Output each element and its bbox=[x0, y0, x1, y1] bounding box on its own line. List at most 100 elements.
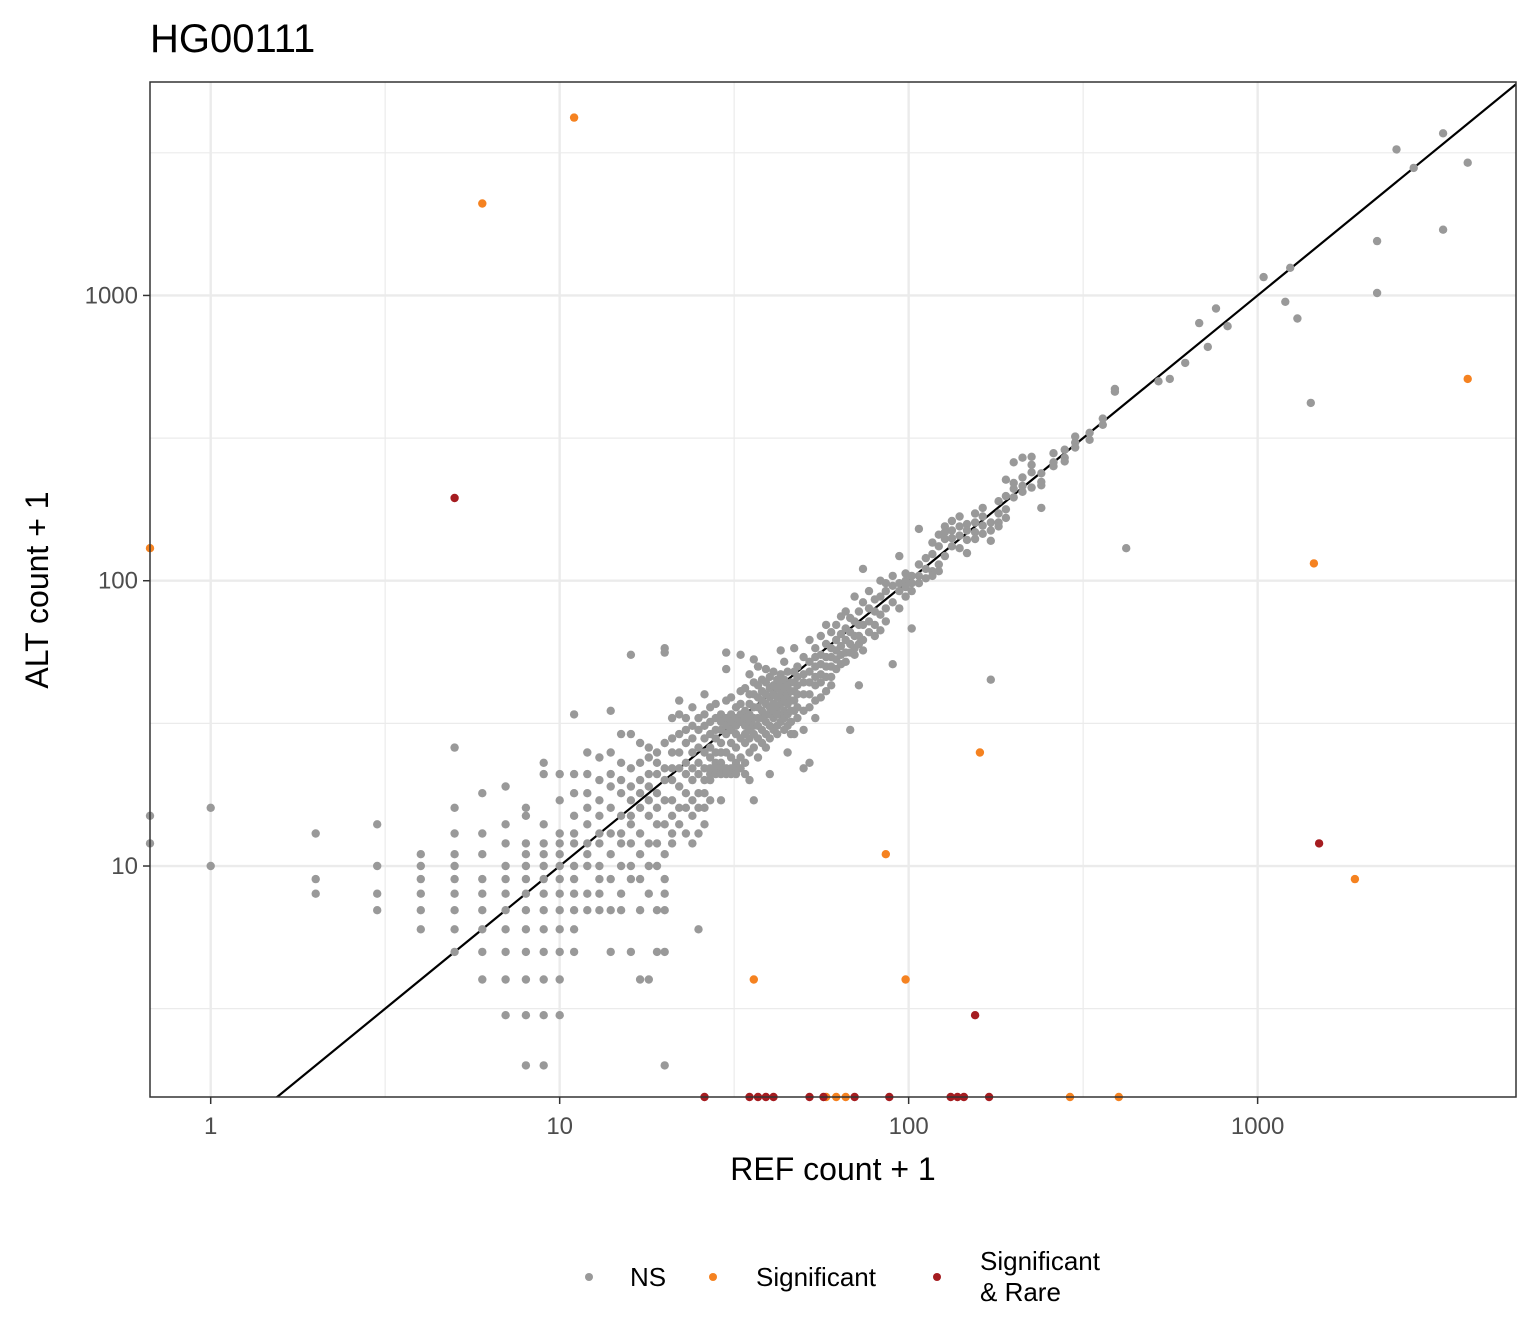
point-ns bbox=[805, 635, 814, 645]
point-ns bbox=[501, 874, 510, 884]
point-ns bbox=[934, 542, 943, 551]
point-ns bbox=[667, 829, 677, 838]
point-ns bbox=[626, 820, 636, 829]
point-ns bbox=[1098, 414, 1108, 423]
point-ns bbox=[832, 620, 841, 630]
point-ns bbox=[555, 889, 564, 898]
point-ns bbox=[940, 522, 950, 531]
point-ns bbox=[652, 906, 662, 915]
point-significant bbox=[881, 850, 890, 859]
point-ns bbox=[626, 861, 636, 871]
legend-key-significant-rare bbox=[933, 1273, 941, 1281]
point-ns bbox=[921, 553, 930, 563]
point-ns bbox=[501, 925, 510, 934]
plot-border bbox=[149, 81, 1517, 1098]
point-ns bbox=[478, 874, 487, 884]
point-ns bbox=[841, 657, 850, 666]
point-ns bbox=[827, 681, 836, 690]
point-ns bbox=[478, 925, 487, 934]
point-ns bbox=[1060, 445, 1069, 454]
point-ns bbox=[1027, 452, 1036, 461]
point-ns bbox=[539, 906, 548, 915]
point-ns bbox=[761, 743, 771, 752]
point-ns bbox=[700, 710, 709, 719]
point-ns bbox=[1037, 481, 1046, 490]
point-ns bbox=[521, 889, 531, 898]
point-ns bbox=[962, 519, 972, 529]
point-ns bbox=[978, 529, 987, 538]
point-ns bbox=[667, 796, 677, 805]
point-ns bbox=[681, 738, 691, 748]
point-ns bbox=[626, 729, 636, 739]
point-ns bbox=[700, 820, 709, 829]
point-ns bbox=[1438, 225, 1448, 234]
point-ns bbox=[626, 796, 636, 805]
point-ns bbox=[940, 534, 950, 544]
point-ns bbox=[644, 861, 653, 871]
plot-area bbox=[145, 81, 1517, 1102]
point-ns bbox=[501, 782, 510, 791]
point-ns bbox=[907, 624, 916, 633]
point-ns bbox=[827, 672, 836, 682]
point-ns bbox=[675, 748, 684, 757]
point-ns bbox=[940, 551, 950, 561]
point-ns bbox=[970, 534, 980, 544]
point-ns bbox=[569, 769, 579, 779]
point-ns bbox=[1009, 484, 1018, 493]
point-ns bbox=[373, 861, 382, 871]
point-ns bbox=[1223, 322, 1232, 331]
point-ns bbox=[583, 850, 592, 859]
point-ns bbox=[595, 839, 604, 848]
point-ns bbox=[635, 975, 645, 984]
point-ns bbox=[555, 839, 564, 848]
point-ns bbox=[736, 650, 745, 659]
point-ns bbox=[799, 690, 808, 699]
point-ns bbox=[783, 748, 792, 757]
point-ns bbox=[626, 782, 636, 791]
point-ns bbox=[688, 748, 697, 757]
x-axis-title: REF count + 1 bbox=[730, 1151, 935, 1187]
point-ns bbox=[539, 1011, 548, 1020]
point-ns bbox=[616, 829, 626, 838]
point-ns bbox=[694, 758, 703, 767]
point-ns bbox=[521, 906, 531, 915]
point-ns bbox=[1372, 288, 1382, 298]
y-tick-label: 10 bbox=[111, 853, 138, 880]
point-ns bbox=[688, 839, 697, 848]
point-ns bbox=[947, 516, 957, 526]
point-ns bbox=[595, 874, 604, 884]
point-ns bbox=[606, 947, 615, 957]
point-ns bbox=[616, 729, 626, 739]
point-ns bbox=[539, 839, 548, 848]
point-ns bbox=[501, 975, 510, 984]
point-ns bbox=[793, 690, 802, 699]
point-ns bbox=[583, 803, 592, 812]
point-ns bbox=[521, 975, 531, 984]
point-ns bbox=[921, 564, 930, 574]
point-ns bbox=[962, 526, 972, 535]
point-ns bbox=[1037, 503, 1046, 513]
point-ns bbox=[870, 631, 879, 641]
point-ns bbox=[626, 839, 636, 848]
point-ns bbox=[595, 775, 604, 785]
point-ns bbox=[583, 789, 592, 798]
point-ns bbox=[914, 571, 924, 581]
point-significant bbox=[901, 975, 910, 984]
point-ns bbox=[635, 874, 645, 884]
point-ns bbox=[501, 839, 510, 848]
point-ns bbox=[749, 743, 758, 752]
point-ns bbox=[805, 703, 814, 712]
point-significant bbox=[569, 113, 579, 122]
point-ns bbox=[635, 906, 645, 915]
legend-key-significant bbox=[709, 1273, 717, 1281]
point-ns bbox=[1372, 236, 1382, 246]
point-ns bbox=[726, 693, 736, 702]
point-ns bbox=[841, 607, 850, 616]
legend-label-ns: NS bbox=[630, 1262, 666, 1292]
point-ns bbox=[881, 586, 890, 596]
point-ns bbox=[539, 947, 548, 957]
point-ns bbox=[416, 889, 425, 898]
point-ns bbox=[569, 710, 579, 719]
point-ns bbox=[870, 620, 879, 630]
point-ns bbox=[416, 861, 425, 871]
